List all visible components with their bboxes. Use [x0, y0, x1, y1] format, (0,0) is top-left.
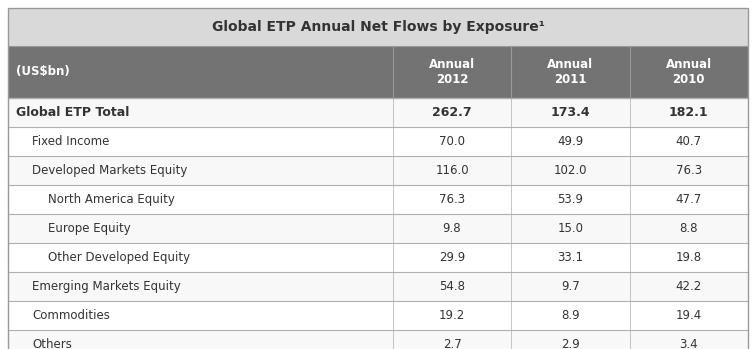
Text: 53.9: 53.9 [557, 193, 584, 206]
Text: 116.0: 116.0 [435, 164, 469, 177]
Text: 76.3: 76.3 [676, 164, 702, 177]
Bar [8, 46, 748, 98]
Text: 3.4: 3.4 [680, 338, 698, 349]
Text: 42.2: 42.2 [676, 280, 702, 293]
Text: 54.8: 54.8 [439, 280, 465, 293]
Text: 76.3: 76.3 [439, 193, 465, 206]
Bar [8, 127, 748, 156]
Text: 19.4: 19.4 [676, 309, 702, 322]
Text: Emerging Markets Equity: Emerging Markets Equity [32, 280, 181, 293]
Text: Other Developed Equity: Other Developed Equity [48, 251, 190, 264]
Text: 9.8: 9.8 [443, 222, 461, 235]
Text: 40.7: 40.7 [676, 135, 702, 148]
Text: 182.1: 182.1 [669, 106, 708, 119]
Text: 8.9: 8.9 [561, 309, 580, 322]
Text: 15.0: 15.0 [557, 222, 584, 235]
Text: (US$bn): (US$bn) [16, 66, 70, 79]
Text: 262.7: 262.7 [432, 106, 472, 119]
Bar [8, 156, 748, 185]
Text: Fixed Income: Fixed Income [32, 135, 110, 148]
Text: 19.8: 19.8 [676, 251, 702, 264]
Text: 2.7: 2.7 [442, 338, 461, 349]
Text: Annual
2012: Annual 2012 [429, 58, 475, 86]
Text: 47.7: 47.7 [676, 193, 702, 206]
Text: Global ETP Annual Net Flows by Exposure¹: Global ETP Annual Net Flows by Exposure¹ [212, 20, 544, 34]
Bar [8, 301, 748, 330]
Text: North America Equity: North America Equity [48, 193, 175, 206]
Text: 2.9: 2.9 [561, 338, 580, 349]
Bar [8, 272, 748, 301]
Text: 8.8: 8.8 [680, 222, 698, 235]
Text: Annual
2011: Annual 2011 [547, 58, 593, 86]
Text: Global ETP Total: Global ETP Total [16, 106, 129, 119]
Text: 19.2: 19.2 [439, 309, 465, 322]
Bar [8, 98, 748, 127]
Bar [8, 214, 748, 243]
Bar [8, 330, 748, 349]
Text: Europe Equity: Europe Equity [48, 222, 131, 235]
Bar [8, 8, 748, 46]
Text: 9.7: 9.7 [561, 280, 580, 293]
Text: 33.1: 33.1 [557, 251, 584, 264]
Text: 102.0: 102.0 [553, 164, 587, 177]
Bar [8, 243, 748, 272]
Text: 173.4: 173.4 [550, 106, 590, 119]
Text: Commodities: Commodities [32, 309, 110, 322]
Text: Others: Others [32, 338, 72, 349]
Text: Developed Markets Equity: Developed Markets Equity [32, 164, 187, 177]
Text: 29.9: 29.9 [439, 251, 465, 264]
Bar [8, 185, 748, 214]
Text: 49.9: 49.9 [557, 135, 584, 148]
Text: Annual
2010: Annual 2010 [666, 58, 712, 86]
Text: 70.0: 70.0 [439, 135, 465, 148]
